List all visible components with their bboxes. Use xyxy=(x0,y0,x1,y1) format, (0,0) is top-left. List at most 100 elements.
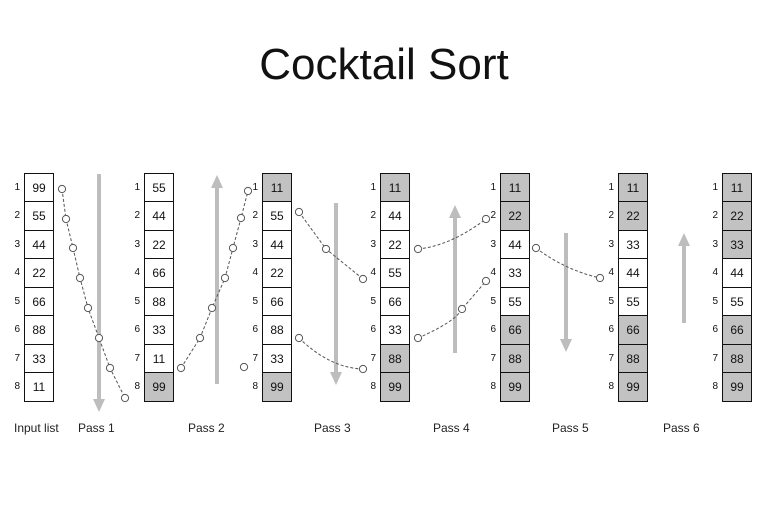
pass-label-4: Pass 4 xyxy=(433,421,470,435)
pass-5-trace xyxy=(535,247,601,279)
cell-value: 66 xyxy=(152,266,166,280)
row-index: 7 xyxy=(370,352,376,364)
list-cell: 33 6 xyxy=(370,315,410,345)
list-cell: 44 3 xyxy=(14,229,54,260)
pass-3-trace-b xyxy=(298,337,364,370)
cell-value: 55 xyxy=(152,180,166,195)
list-cell: 33 3 xyxy=(712,229,752,260)
row-index: 8 xyxy=(134,381,140,392)
cell-value: 22 xyxy=(508,209,522,223)
cell-value: 44 xyxy=(730,266,744,280)
pass-3-trace-a xyxy=(298,211,364,280)
row-index: 5 xyxy=(252,295,258,307)
row-index: 5 xyxy=(370,295,376,307)
list-cell: 88 7 xyxy=(490,343,530,374)
pass-2-start-node xyxy=(239,362,249,372)
row-index: 4 xyxy=(370,267,376,278)
list-cell: 22 3 xyxy=(134,229,174,260)
pass-2-node xyxy=(228,243,238,253)
row-index: 8 xyxy=(608,381,614,392)
pass-2-node xyxy=(176,363,186,373)
cell-value: 44 xyxy=(152,209,166,223)
pass-5-node xyxy=(595,273,605,283)
list-cell: 88 7 xyxy=(608,343,648,374)
row-index: 1 xyxy=(14,181,20,193)
list-cell: 88 5 xyxy=(134,286,174,317)
cell-value: 55 xyxy=(32,209,46,223)
pass-3-node xyxy=(294,333,304,343)
list-cell: 44 2 xyxy=(134,201,174,231)
pass-5-node xyxy=(531,243,541,253)
row-index: 3 xyxy=(490,238,496,250)
pass-1-node xyxy=(105,363,115,373)
list-cell: 22 3 xyxy=(370,229,410,260)
cell-value: 44 xyxy=(508,237,522,252)
cell-value: 66 xyxy=(730,323,744,337)
cell-value: 11 xyxy=(152,351,166,366)
row-index: 1 xyxy=(712,181,718,193)
list-cell: 66 4 xyxy=(134,258,174,288)
list-cell: 99 1 xyxy=(14,172,54,203)
pass-4-node xyxy=(481,214,491,224)
cell-value: 88 xyxy=(32,323,46,337)
cell-value: 33 xyxy=(388,323,402,337)
row-index: 1 xyxy=(252,181,258,193)
cell-value: 44 xyxy=(270,237,284,252)
row-index: 2 xyxy=(490,210,496,221)
row-index: 4 xyxy=(712,267,718,278)
row-index: 1 xyxy=(490,181,496,193)
pass-6-arrow-head xyxy=(678,233,690,246)
row-index: 1 xyxy=(134,181,140,193)
row-index: 8 xyxy=(252,381,258,392)
list-cell: 55 5 xyxy=(712,286,752,317)
list-cell: 44 4 xyxy=(608,258,648,288)
input-list-label: Input list xyxy=(14,421,59,435)
list-cell: 44 2 xyxy=(370,201,410,231)
row-index: 1 xyxy=(608,181,614,193)
list-column-5: 11 1 22 2 33 3 44 4 55 5 66 6 88 7 99 8 xyxy=(608,172,648,402)
cell-value: 55 xyxy=(626,294,640,309)
cell-value: 33 xyxy=(626,237,640,252)
row-index: 7 xyxy=(712,352,718,364)
row-index: 6 xyxy=(134,324,140,335)
cell-value: 66 xyxy=(32,294,46,309)
list-column-3: 11 1 44 2 22 3 55 4 66 5 33 6 88 7 99 8 xyxy=(370,172,410,402)
cell-value: 66 xyxy=(508,323,522,337)
list-cell: 88 6 xyxy=(14,315,54,345)
row-index: 3 xyxy=(608,238,614,250)
list-cell: 55 1 xyxy=(134,172,174,203)
row-index: 4 xyxy=(490,267,496,278)
cell-value: 88 xyxy=(626,351,640,366)
row-index: 2 xyxy=(252,210,258,221)
list-cell: 66 6 xyxy=(608,315,648,345)
list-cell: 99 8 xyxy=(490,372,530,402)
pass-2-node xyxy=(236,213,246,223)
cell-value: 99 xyxy=(626,380,640,394)
list-cell: 99 8 xyxy=(370,372,410,402)
list-cell: 99 8 xyxy=(608,372,648,402)
row-index: 8 xyxy=(370,381,376,392)
pass-1-arrow-head xyxy=(93,399,105,412)
row-index: 6 xyxy=(490,324,496,335)
row-index: 2 xyxy=(134,210,140,221)
list-cell: 11 1 xyxy=(608,172,648,203)
cell-value: 11 xyxy=(32,380,46,394)
row-index: 5 xyxy=(490,295,496,307)
row-index: 3 xyxy=(14,238,20,250)
list-cell: 88 7 xyxy=(712,343,752,374)
row-index: 6 xyxy=(252,324,258,335)
list-column-1: 55 1 44 2 22 3 66 4 88 5 33 6 11 7 99 8 xyxy=(134,172,174,402)
cell-value: 88 xyxy=(388,351,402,366)
row-index: 2 xyxy=(608,210,614,221)
cell-value: 22 xyxy=(270,266,284,280)
cell-value: 55 xyxy=(508,294,522,309)
pass-4-trace-a xyxy=(417,218,487,250)
cell-value: 33 xyxy=(270,351,284,366)
row-index: 3 xyxy=(370,238,376,250)
list-cell: 11 8 xyxy=(14,372,54,402)
pass-4-node xyxy=(457,304,467,314)
list-cell: 33 7 xyxy=(14,343,54,374)
row-index: 7 xyxy=(134,352,140,364)
